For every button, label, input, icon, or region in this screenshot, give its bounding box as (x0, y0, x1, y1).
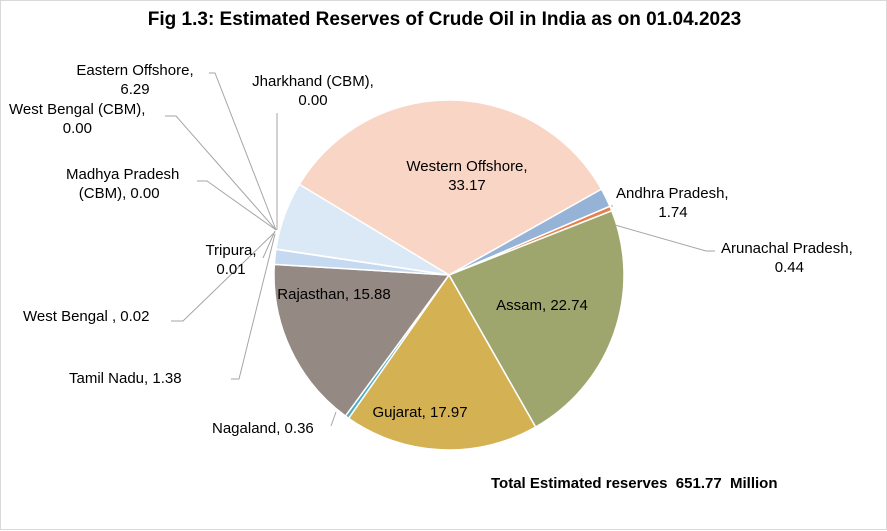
leader-line-west-bengal (171, 231, 276, 322)
data-label-madhya-pradesh-cbm: Madhya Pradesh (CBM), 0.00 (66, 166, 179, 202)
data-label-gujarat: Gujarat, 17.97 (372, 404, 467, 421)
data-label-nagaland: Nagaland, 0.36 (212, 420, 314, 437)
data-label-andhra-pradesh: Andhra Pradesh, 1.74 (616, 185, 729, 221)
leader-line-nagaland (330, 411, 337, 427)
slice-labels: Western Offshore, 33.17 Andhra Pradesh, 1.7… (9, 62, 853, 437)
slice-eastern-offshore (275, 183, 450, 276)
leader-line-tripura (262, 230, 276, 259)
data-label-assam: Assam, 22.74 (496, 297, 588, 314)
data-label-tripura: Tripura, 0.01 (205, 242, 256, 278)
data-label-arunachal-pradesh: Arunachal Pradesh, 0.44 (721, 240, 853, 276)
data-label-rajasthan: Rajasthan, 15.88 (277, 286, 390, 303)
leader-line-west-bengal-cbm (165, 115, 277, 231)
chart-title: Fig 1.3: Estimated Reserves of Crude Oil… (147, 9, 742, 30)
leader-line-eastern-offshore (209, 72, 277, 231)
data-label-jharkhand-cbm: Jharkhand (CBM), 0.00 (252, 73, 374, 109)
slice-rajasthan (273, 263, 451, 418)
data-label-eastern-offshore: Eastern Offshore, 6.29 (76, 62, 193, 98)
total-reserves-note: Total Estimated reserves 651.77 Million (491, 475, 778, 492)
data-label-tamil-nadu: Tamil Nadu, 1.38 (69, 370, 182, 387)
pie-slices (273, 99, 625, 451)
data-label-western-offshore: Western Offshore, 33.17 (406, 158, 527, 194)
leader-line-arunachal-pradesh (614, 224, 715, 252)
data-label-west-bengal-cbm: West Bengal (CBM), 0.00 (9, 101, 145, 137)
slice-assam (447, 209, 625, 429)
leader-line-madhya-pradesh-cbm (197, 180, 277, 231)
data-label-west-bengal: West Bengal , 0.02 (23, 308, 149, 325)
slice-gujarat (347, 273, 537, 451)
leader-line-tamil-nadu (231, 233, 276, 380)
